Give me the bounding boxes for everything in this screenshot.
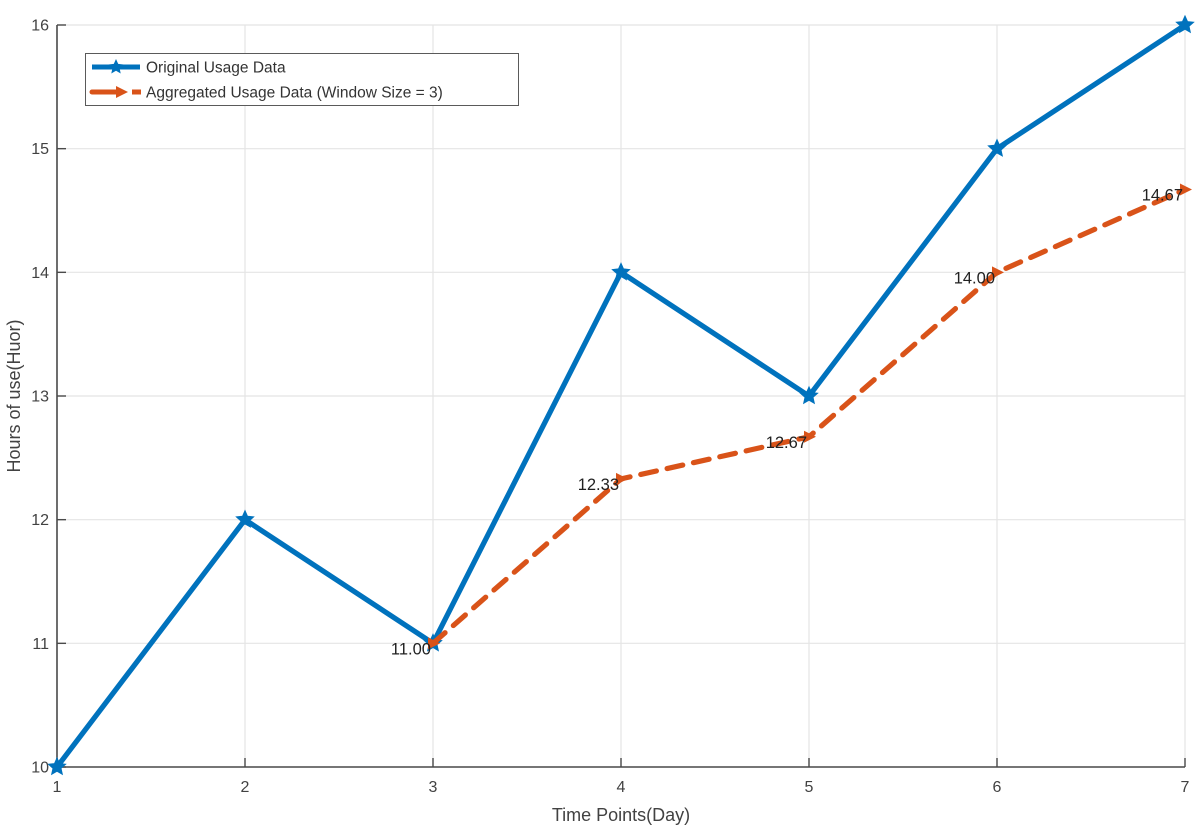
legend-label-original: Original Usage Data	[146, 60, 286, 77]
x-axis-label: Time Points(Day)	[552, 805, 690, 825]
point-value-label: 12.67	[766, 434, 807, 452]
data-point-labels: 11.00 12.33 12.67 14.00 14.67	[391, 187, 1183, 659]
x-tick-label: 1	[53, 779, 62, 796]
point-value-label: 12.33	[578, 476, 619, 494]
x-tick-label: 7	[1181, 779, 1190, 796]
data-series	[47, 14, 1195, 776]
triangle-marker	[616, 472, 628, 485]
point-value-label: 14.67	[1142, 187, 1183, 205]
triangle-marker	[428, 637, 440, 650]
point-value-label: 11.00	[391, 640, 431, 658]
star-marker	[611, 262, 631, 281]
legend: Original Usage Data Aggregated Usage Dat…	[85, 53, 519, 106]
x-tick-label: 3	[429, 779, 438, 796]
series-0	[47, 14, 1195, 776]
star-marker	[1175, 14, 1195, 34]
x-tick-label: 4	[617, 779, 626, 796]
star-marker	[47, 756, 67, 776]
axes	[56, 24, 1186, 768]
point-value-label: 14.00	[954, 269, 995, 287]
x-tick-label: 6	[993, 779, 1002, 796]
triangle-marker	[992, 266, 1004, 279]
y-axis-label: Hours of use(Huor)	[4, 319, 24, 472]
y-tick-label: 10	[31, 760, 49, 777]
y-tick-label: 15	[31, 141, 49, 158]
star-marker	[987, 138, 1007, 157]
star-marker	[799, 385, 819, 405]
legend-line-samples	[89, 59, 141, 98]
x-tick-label: 5	[805, 779, 814, 796]
series-1	[428, 183, 1192, 650]
star-marker	[235, 509, 255, 528]
y-tick-label: 13	[31, 389, 49, 406]
x-tick-label: 2	[241, 779, 250, 796]
y-tick-label: 12	[31, 512, 49, 529]
y-tick-label: 11	[32, 636, 49, 653]
y-tick-label: 14	[31, 265, 49, 282]
legend-box	[85, 53, 519, 106]
legend-label-aggregated: Aggregated Usage Data (Window Size = 3)	[146, 85, 443, 102]
triangle-marker	[804, 430, 816, 443]
triangle-marker	[1180, 183, 1192, 196]
y-tick-label: 16	[31, 18, 49, 35]
